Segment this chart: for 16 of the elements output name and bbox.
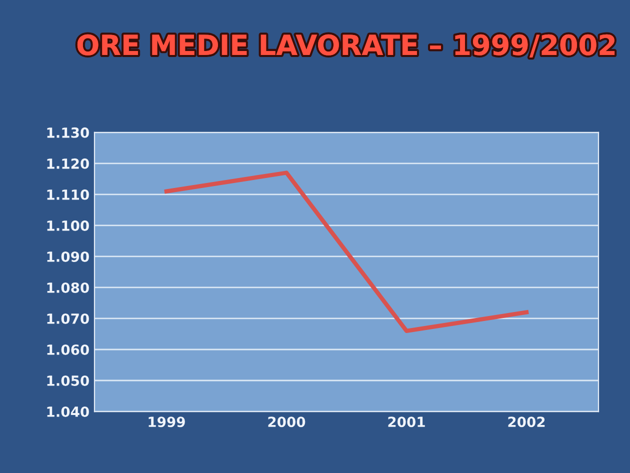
y-tick-label: 1.080: [47, 282, 89, 293]
y-tick-label: 1.100: [47, 220, 89, 231]
x-tick-label: 2000: [268, 416, 306, 428]
y-tick-label: 1.130: [47, 127, 89, 138]
chart-title: ORE MEDIE LAVORATE – 1999/2002: [77, 34, 615, 58]
x-tick-label: 2002: [508, 416, 545, 428]
y-tick-label: 1.040: [47, 406, 89, 417]
x-tick-label: 2001: [388, 416, 425, 428]
line-series: [164, 170, 529, 333]
y-tick-label: 1.120: [47, 158, 89, 169]
y-tick-label: 1.050: [47, 375, 89, 386]
y-tick-label: 1.070: [47, 313, 89, 324]
x-tick-label: 1999: [148, 416, 185, 428]
y-tick-label: 1.060: [47, 344, 89, 355]
y-tick-label: 1.090: [47, 251, 89, 262]
y-tick-label: 1.110: [47, 189, 89, 200]
